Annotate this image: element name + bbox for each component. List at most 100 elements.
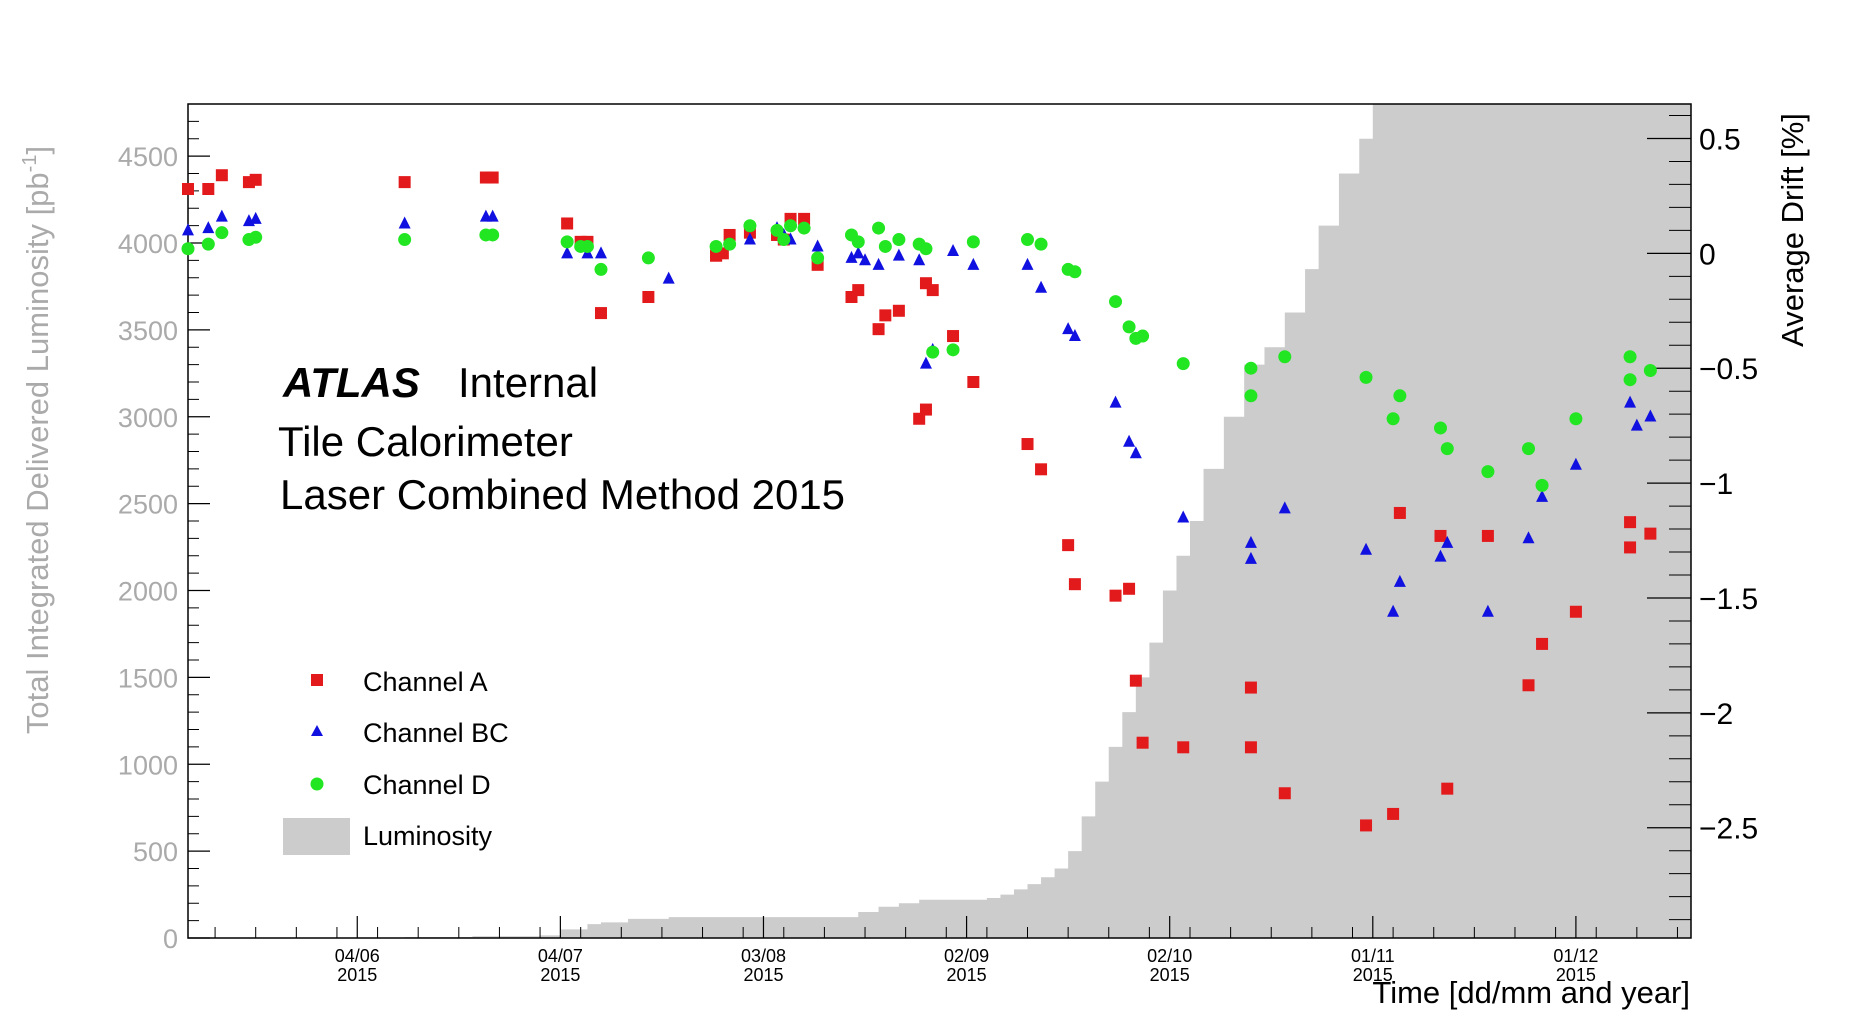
point-channel-bc bbox=[947, 244, 960, 257]
point-channel-d bbox=[892, 233, 906, 247]
left-tick-label: 0 bbox=[163, 924, 178, 954]
point-channel-a bbox=[594, 307, 607, 320]
point-channel-a bbox=[561, 217, 574, 230]
x-tick-label: 04/06 bbox=[335, 946, 380, 966]
point-channel-d bbox=[1109, 295, 1123, 309]
point-channel-d bbox=[201, 237, 215, 251]
x-tick-year: 2015 bbox=[1150, 965, 1190, 985]
point-channel-a bbox=[1624, 541, 1637, 554]
point-channel-d bbox=[1623, 373, 1637, 387]
point-channel-a bbox=[1123, 582, 1136, 595]
point-channel-a bbox=[926, 284, 939, 297]
point-channel-a bbox=[1644, 527, 1657, 540]
x-tick-label: 04/07 bbox=[538, 946, 583, 966]
point-channel-a bbox=[872, 323, 885, 336]
point-channel-bc bbox=[1569, 457, 1582, 470]
point-channel-bc bbox=[1393, 574, 1406, 587]
point-channel-bc bbox=[811, 239, 824, 252]
point-channel-d bbox=[580, 239, 594, 253]
point-channel-a bbox=[202, 183, 215, 196]
legend: Channel A Channel BC Channel D Luminosit… bbox=[283, 667, 509, 855]
point-channel-bc bbox=[594, 246, 607, 259]
point-channel-a bbox=[1062, 539, 1075, 552]
point-channel-a bbox=[892, 304, 905, 317]
point-channel-d bbox=[1386, 412, 1400, 426]
point-channel-d bbox=[1244, 361, 1258, 375]
point-channel-d bbox=[777, 233, 791, 247]
point-channel-bc bbox=[1536, 489, 1549, 502]
point-channel-bc bbox=[215, 209, 228, 222]
legend-marker-channel-bc bbox=[311, 725, 323, 736]
legend-label-channel-bc: Channel BC bbox=[363, 718, 509, 748]
point-channel-a bbox=[1021, 438, 1034, 451]
point-channel-bc bbox=[1068, 329, 1081, 342]
point-channel-bc bbox=[1624, 395, 1637, 408]
point-channel-a bbox=[913, 412, 926, 425]
point-channel-d bbox=[1393, 389, 1407, 403]
point-channel-a bbox=[1068, 578, 1081, 591]
right-tick-label: 0.5 bbox=[1699, 123, 1741, 156]
point-channel-d bbox=[946, 343, 960, 357]
right-tick-label: −2.5 bbox=[1699, 813, 1758, 846]
point-channel-bc bbox=[892, 248, 905, 261]
left-axis-title-superscript: -1 bbox=[19, 155, 41, 173]
point-channel-bc bbox=[1244, 535, 1257, 548]
point-channel-bc bbox=[1035, 280, 1048, 293]
point-channel-d bbox=[1021, 233, 1035, 247]
point-channel-a bbox=[1569, 605, 1582, 618]
x-tick-label: 03/08 bbox=[741, 946, 786, 966]
point-channel-bc bbox=[1244, 551, 1257, 564]
point-channel-a bbox=[1536, 637, 1549, 650]
point-channel-d bbox=[1068, 265, 1082, 279]
point-channel-a bbox=[642, 290, 655, 303]
atlas-label: ATLAS bbox=[282, 359, 420, 406]
point-channel-bc bbox=[1278, 501, 1291, 514]
point-channel-d bbox=[770, 223, 784, 237]
right-tick-label: 0 bbox=[1699, 238, 1716, 271]
point-channel-a bbox=[1522, 679, 1535, 692]
atlas-annotation: ATLAS Internal Tile Calorimeter Laser Co… bbox=[278, 359, 845, 518]
point-channel-bc bbox=[872, 257, 885, 270]
point-channel-a bbox=[215, 169, 228, 182]
point-channel-a bbox=[486, 171, 499, 184]
point-channel-d bbox=[1176, 357, 1190, 371]
point-channel-d bbox=[1434, 421, 1447, 435]
point-channel-a bbox=[1393, 506, 1406, 519]
point-channel-bc bbox=[1123, 434, 1136, 447]
right-axis-title: Average Drift [%] bbox=[1775, 113, 1810, 347]
left-tick-label: 4500 bbox=[118, 142, 178, 172]
left-axis-title-close: ] bbox=[20, 146, 55, 155]
point-channel-bc bbox=[202, 221, 215, 234]
point-channel-a bbox=[1481, 529, 1494, 542]
x-tick-year: 2015 bbox=[540, 965, 580, 985]
point-channel-d bbox=[1623, 350, 1637, 364]
legend-label-channel-d: Channel D bbox=[363, 770, 491, 800]
point-channel-bc bbox=[249, 211, 262, 224]
left-tick-label: 4000 bbox=[118, 229, 178, 259]
legend-label-luminosity: Luminosity bbox=[363, 821, 493, 851]
point-channel-a bbox=[710, 249, 723, 262]
point-channel-d bbox=[486, 228, 500, 242]
point-channel-a bbox=[967, 376, 980, 388]
point-channel-d bbox=[1522, 442, 1536, 456]
point-channel-d bbox=[1244, 389, 1258, 403]
point-channel-d bbox=[215, 226, 229, 240]
point-channel-d bbox=[1278, 350, 1292, 364]
point-channel-bc bbox=[743, 232, 756, 245]
point-channel-bc bbox=[662, 271, 675, 284]
point-channel-bc bbox=[1360, 542, 1373, 555]
luminosity-fill bbox=[188, 104, 1691, 938]
x-tick-year: 2015 bbox=[337, 965, 377, 985]
luminosity-area bbox=[188, 104, 1691, 938]
point-channel-a bbox=[249, 173, 262, 186]
point-channel-d bbox=[1359, 370, 1373, 384]
point-channel-bc bbox=[913, 253, 926, 266]
point-channel-d bbox=[966, 235, 980, 249]
point-channel-bc bbox=[1062, 322, 1075, 335]
axis-ticks bbox=[188, 103, 1691, 939]
point-channel-d bbox=[872, 221, 886, 235]
point-channel-a bbox=[1244, 741, 1257, 754]
point-channel-a bbox=[182, 183, 194, 196]
point-channel-d bbox=[181, 242, 195, 256]
